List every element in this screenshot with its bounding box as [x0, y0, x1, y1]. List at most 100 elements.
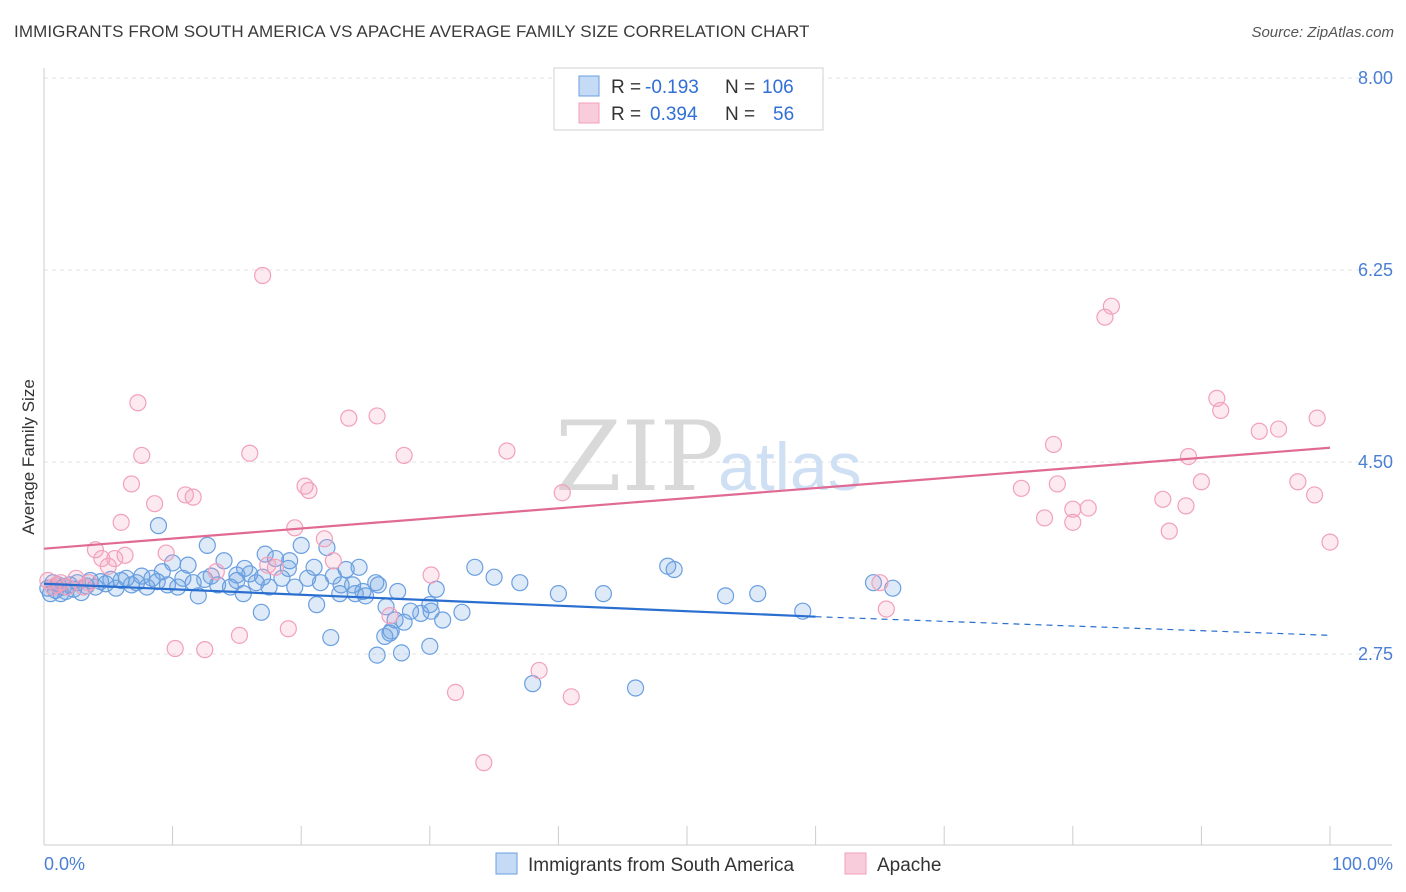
source-credit: Source: ZipAtlas.com [1251, 24, 1394, 41]
data-point [189, 587, 207, 605]
data-point [659, 557, 677, 575]
data-point [174, 569, 192, 587]
data-point [421, 637, 439, 655]
legend-r-label-2: R = [611, 104, 641, 125]
data-point [337, 560, 355, 579]
data-point [1192, 473, 1211, 491]
data-point [884, 579, 902, 597]
data-point [292, 536, 310, 554]
legend-n-value-2: 56 [773, 104, 794, 125]
x-axis-ticks [172, 826, 1331, 845]
data-point [1048, 475, 1066, 493]
watermark: ZIP atlas [555, 401, 862, 513]
data-point [129, 394, 147, 412]
data-point [434, 611, 452, 629]
data-point [1308, 409, 1326, 427]
trendline-immigrants [43, 582, 816, 618]
data-point [116, 546, 134, 564]
data-point [315, 530, 333, 548]
y-axis-tick-labels: 2.75 4.50 6.25 8.00 [1358, 68, 1393, 664]
data-point [368, 646, 386, 664]
legend-box: R = -0.193 N = 106 R = 0.394 N = 56 [553, 67, 824, 131]
data-point [234, 585, 252, 603]
data-point [1177, 497, 1195, 515]
bottom-legend-swatch-blue [495, 852, 518, 875]
bottom-legend-label-blue: Immigrants from South America [528, 855, 795, 876]
data-point [475, 754, 493, 772]
data-point [143, 569, 161, 587]
data-point [279, 620, 297, 638]
y-axis-label: Average Family Size [19, 379, 38, 535]
legend-r-label-1: R = [611, 77, 641, 98]
data-point [446, 683, 465, 702]
data-point [1179, 447, 1198, 466]
data-point [207, 563, 225, 581]
bottom-legend: Immigrants from South America Apache [495, 852, 941, 876]
data-point [169, 578, 187, 596]
data-point [562, 688, 580, 706]
data-point [530, 661, 548, 680]
data-point [324, 552, 342, 570]
data-point [381, 606, 399, 625]
data-point [1212, 401, 1230, 420]
data-point [498, 442, 516, 460]
legend-n-label-1: N = [725, 77, 755, 98]
data-point [256, 545, 274, 563]
trendline-apache [43, 446, 1331, 550]
series-apache [39, 266, 1339, 772]
legend-n-value-1: 106 [762, 77, 794, 98]
data-point [241, 444, 259, 462]
data-point [1079, 499, 1097, 517]
data-point [112, 513, 130, 531]
data-point [184, 488, 202, 506]
data-point [1321, 533, 1339, 551]
data-point [716, 587, 735, 605]
data-point [354, 582, 372, 601]
data-point [594, 585, 613, 603]
data-point [133, 446, 151, 465]
data-point [273, 569, 291, 587]
data-point [1096, 308, 1114, 326]
data-point [281, 552, 299, 570]
data-point [395, 613, 413, 631]
x-tick-label-max: 100.0% [1332, 854, 1393, 874]
legend-n-label-2: N = [725, 104, 755, 125]
data-point [1044, 435, 1063, 454]
data-point [553, 484, 571, 502]
data-point [58, 578, 76, 596]
trendlines [43, 446, 1331, 636]
data-point [299, 569, 317, 587]
data-point [350, 558, 368, 576]
data-point [367, 574, 385, 592]
legend-r-value-1: -0.193 [645, 77, 699, 98]
data-point [196, 641, 214, 659]
data-point [157, 544, 175, 562]
data-point [230, 626, 249, 644]
data-point [422, 566, 440, 584]
legend-swatch-blue [578, 75, 600, 97]
data-point [412, 604, 430, 623]
data-point [228, 566, 246, 584]
watermark-zip: ZIP [555, 401, 724, 513]
data-point [382, 622, 400, 640]
data-point [466, 558, 484, 576]
data-point [549, 585, 568, 603]
y-tick-label: 4.50 [1358, 452, 1393, 472]
watermark-atlas: atlas [718, 429, 862, 505]
data-point [427, 580, 445, 598]
data-point [395, 446, 413, 465]
data-point [198, 536, 216, 554]
data-point [626, 679, 645, 697]
y-tick-label: 8.00 [1358, 68, 1393, 88]
data-point [368, 407, 386, 425]
data-point [422, 602, 440, 620]
x-tick-label-min: 0.0% [44, 854, 85, 874]
data-point [149, 517, 168, 535]
data-point [877, 600, 895, 618]
data-point [252, 603, 270, 621]
data-point [1160, 522, 1178, 540]
data-point [166, 639, 184, 658]
axes [43, 68, 1392, 846]
data-point [80, 574, 98, 592]
